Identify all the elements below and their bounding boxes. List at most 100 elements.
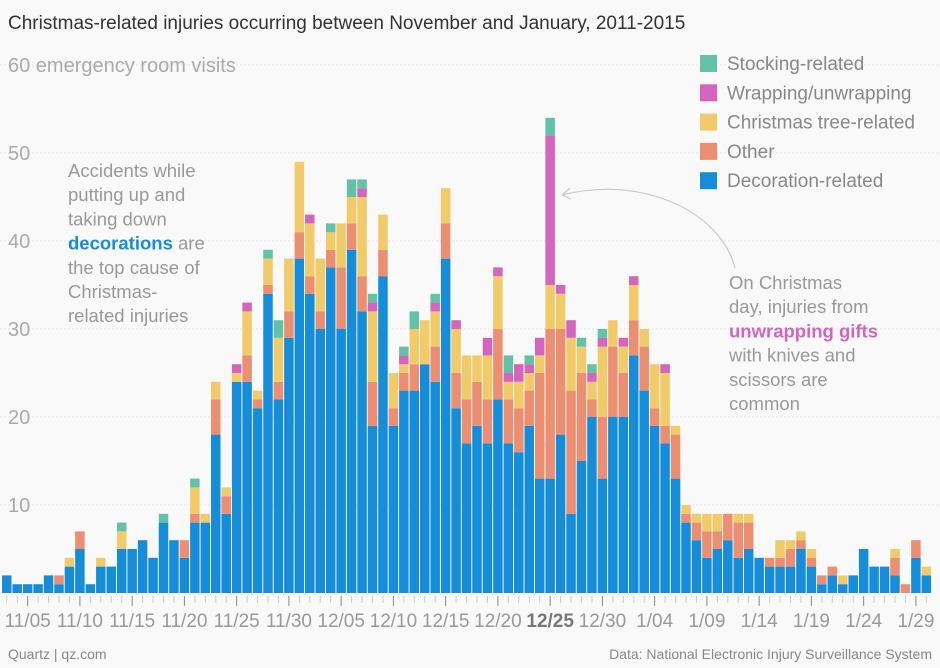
bar-segment-wrapping-unwrapping-12-11 (399, 355, 409, 365)
bar-segment-other-11-30 (284, 311, 294, 338)
x-tick-label: 1/04 (636, 611, 673, 632)
bar-segment-other-12-16 (451, 373, 461, 409)
bar-segment-decoration-related-12-08 (367, 425, 378, 593)
bar-segment-stocking-related-11-28 (263, 249, 273, 259)
bar-segment-decoration-related-12-24 (534, 478, 545, 593)
bar-segment-christmas-tree-related-12-21 (503, 381, 514, 400)
x-tick-label: 1/19 (793, 611, 830, 632)
x-tick-label: 11/25 (214, 611, 260, 632)
bar-segment-christmas-tree-related-11-14 (116, 531, 127, 549)
bar-segment-christmas-tree-related-11-24 (221, 487, 231, 497)
bar-segment-other-12-22 (514, 408, 524, 453)
bar-segment-decoration-related-1-04 (649, 425, 660, 593)
bar-segment-decoration-related-11-14 (116, 549, 127, 593)
bar-segment-other-12-09 (378, 249, 388, 277)
bar-segment-christmas-tree-related-11-12 (96, 557, 106, 567)
bar-segment-decoration-related-11-13 (106, 566, 116, 593)
legend-label: Stocking-related (727, 54, 864, 75)
bar-segment-other-12-20 (493, 329, 503, 400)
bar-segment-stocking-related-12-08 (367, 293, 378, 303)
bars (2, 117, 932, 594)
bar-segment-other-12-12 (409, 364, 420, 391)
bar-segment-other-1-05 (660, 425, 670, 444)
bar-segment-other-12-17 (461, 399, 472, 444)
legend-item: Christmas tree-related (700, 113, 915, 134)
bar-segment-decoration-related-1-02 (629, 355, 639, 593)
bar-segment-wrapping-unwrapping-12-19 (482, 337, 493, 356)
bar-segment-stocking-related-11-18 (158, 513, 169, 523)
bar-segment-other-12-04 (325, 249, 336, 268)
legend-item: Other (700, 142, 775, 163)
bar-segment-other-12-14 (430, 346, 440, 382)
bar-segment-wrapping-unwrapping-12-21 (503, 373, 514, 382)
bar-segment-christmas-tree-related-12-03 (315, 258, 325, 312)
bar-segment-other-1-10 (712, 531, 723, 549)
bar-segment-christmas-tree-related-12-09 (378, 214, 388, 250)
bar-segment-christmas-tree-related-12-14 (430, 311, 440, 347)
bar-segment-christmas-tree-related-12-19 (482, 355, 493, 400)
bar-segment-wrapping-unwrapping-12-26 (555, 285, 566, 294)
bar-segment-decoration-related-11-08 (54, 584, 64, 593)
bar-segment-wrapping-unwrapping-1-05 (660, 364, 670, 373)
bar-segment-other-11-27 (252, 399, 263, 409)
bar-segment-decoration-related-12-11 (399, 390, 409, 593)
bar-segment-other-12-18 (472, 381, 482, 426)
bar-segment-decoration-related-12-22 (514, 452, 524, 593)
bar-segment-christmas-tree-related-12-23 (524, 373, 534, 391)
legend-item: Decoration-related (700, 171, 883, 192)
bar-segment-other-12-05 (336, 267, 346, 329)
bar-segment-decoration-related-11-28 (263, 293, 273, 593)
bar-segment-decoration-related-12-15 (440, 258, 451, 593)
bar-segment-christmas-tree-related-12-04 (325, 232, 336, 250)
bar-segment-decoration-related-12-29 (587, 417, 597, 593)
bar-segment-christmas-tree-related-11-25 (231, 373, 242, 382)
bar-segment-decoration-related-1-24 (858, 549, 869, 593)
bar-segment-decoration-related-12-28 (576, 461, 587, 593)
bar-segment-stocking-related-12-04 (325, 223, 336, 233)
bar-segment-decoration-related-12-06 (346, 249, 357, 594)
bar-segment-stocking-related-12-30 (597, 329, 608, 338)
bar-segment-other-1-06 (670, 434, 681, 479)
x-tick-label: 11/10 (57, 611, 103, 632)
bar-segment-other-1-07 (681, 513, 691, 523)
bar-segment-decoration-related-1-13 (743, 549, 754, 593)
bar-segment-wrapping-unwrapping-12-07 (357, 188, 367, 197)
bar-segment-christmas-tree-related-12-02 (305, 223, 315, 277)
bar-segment-wrapping-unwrapping-12-30 (597, 337, 608, 347)
legend: Stocking-related Wrapping/unwrapping Chris… (700, 54, 915, 192)
bar-segment-decoration-related-1-27 (890, 575, 900, 593)
x-tick-label: 12/20 (474, 611, 522, 632)
bar-segment-other-11-10 (75, 531, 85, 549)
x-tick-label: 1/24 (845, 611, 882, 632)
bar-segment-decoration-related-12-16 (451, 408, 461, 593)
y-tick-label: 30 (8, 319, 30, 341)
bar-segment-other-12-06 (346, 223, 357, 250)
bar-segment-stocking-related-12-06 (346, 179, 357, 197)
bar-segment-other-11-20 (179, 540, 190, 558)
bar-segment-decoration-related-11-19 (169, 540, 179, 593)
annotations: Accidents while putting up and taking down… (68, 160, 878, 414)
bar-segment-stocking-related-11-21 (190, 478, 200, 488)
bar-segment-christmas-tree-related-12-30 (597, 346, 608, 417)
bar-segment-christmas-tree-related-1-05 (660, 373, 670, 426)
bar-segment-other-11-23 (211, 399, 221, 435)
bar-segment-other-1-02 (629, 320, 639, 356)
bar-segment-decoration-related-1-08 (691, 540, 702, 593)
bar-segment-decoration-related-11-26 (242, 381, 252, 593)
bar-segment-decoration-related-12-02 (305, 293, 315, 593)
bar-segment-christmas-tree-related-1-16 (775, 540, 785, 558)
bar-segment-other-11-21 (190, 513, 200, 523)
x-tick-label: 12/10 (370, 611, 418, 632)
bar-segment-other-1-03 (639, 346, 649, 391)
bar-segment-decoration-related-1-26 (879, 566, 890, 593)
bar-segment-wrapping-unwrapping-12-02 (305, 214, 315, 224)
bar-segment-decoration-related-12-21 (503, 443, 514, 593)
y-tick-label: 20 (8, 407, 30, 429)
y-tick-label: 50 (8, 143, 30, 165)
bar-segment-decoration-related-11-23 (211, 434, 221, 593)
bar-segment-decoration-related-12-23 (524, 425, 534, 593)
bar-segment-other-12-31 (608, 346, 618, 417)
bar-segment-decoration-related-1-14 (754, 557, 764, 593)
bar-segment-decoration-related-12-07 (357, 311, 367, 593)
